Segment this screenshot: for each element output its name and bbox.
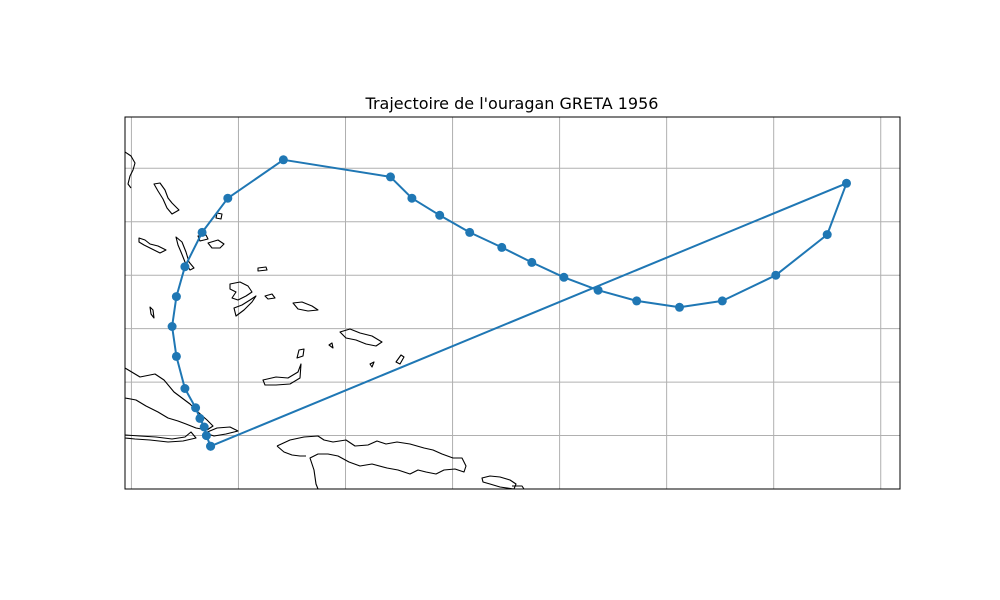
plot-area <box>125 117 900 489</box>
hurricane-track <box>167 155 851 451</box>
track-line <box>171 158 848 448</box>
coastline-small-cay <box>149 306 155 319</box>
coastline-turks <box>264 293 276 300</box>
coastline-andros <box>138 237 167 254</box>
track-point <box>435 210 445 220</box>
track-point <box>822 230 832 240</box>
track-point <box>223 193 233 203</box>
track-point <box>201 431 211 441</box>
track-point <box>167 322 177 331</box>
coastline-inagua-south <box>233 295 257 317</box>
coastline-silver-bank <box>369 361 375 368</box>
track-point <box>465 227 475 237</box>
coastline-florida <box>125 151 136 189</box>
track-point <box>195 413 205 423</box>
coastline-caicos <box>292 301 319 312</box>
coastline-great-inagua-east <box>339 328 383 347</box>
coastline-crooked-island <box>257 266 268 272</box>
track-point <box>842 178 851 188</box>
axes-frame <box>124 116 901 490</box>
track-point <box>771 270 781 280</box>
coastline-navidad <box>395 354 405 365</box>
coastline-bahamas-north <box>153 182 180 215</box>
track-point <box>171 292 181 302</box>
track-point <box>497 242 507 252</box>
track-point <box>278 155 288 165</box>
track-point <box>527 257 537 267</box>
track-point <box>206 441 216 451</box>
coastline-mouchoir <box>262 363 302 386</box>
coastline-eleuthera <box>215 212 223 220</box>
track-point <box>407 193 417 203</box>
track-point <box>717 296 727 306</box>
track-point <box>632 296 642 306</box>
chart-title: Trajectoire de l'ouragan GRETA 1956 <box>365 94 659 113</box>
coastline-inagua <box>229 281 253 301</box>
coastline-exuma <box>175 236 195 271</box>
track-point <box>180 262 190 272</box>
coastline-cay-sal <box>328 342 334 349</box>
coastline-hispaniola <box>276 435 467 489</box>
track-point <box>191 403 201 413</box>
coastline-cuba-east <box>204 426 239 437</box>
coastline-haiti-south <box>276 445 306 457</box>
track-point <box>180 384 190 393</box>
coastline-navassa <box>296 348 305 359</box>
track-point <box>171 351 181 361</box>
coastline-cuba <box>125 367 214 431</box>
track-point <box>199 422 209 432</box>
coastline-cuba-south <box>125 431 197 443</box>
track-point <box>386 172 395 182</box>
track-point <box>197 227 207 237</box>
coastline-puerto-rico <box>481 475 517 489</box>
track-point <box>559 272 569 282</box>
track-point <box>675 302 684 312</box>
coastline-long-island <box>207 239 225 249</box>
track-point <box>593 285 603 295</box>
coastline-vieques <box>512 485 525 489</box>
gridlines <box>125 117 900 489</box>
coastlines <box>125 151 525 489</box>
